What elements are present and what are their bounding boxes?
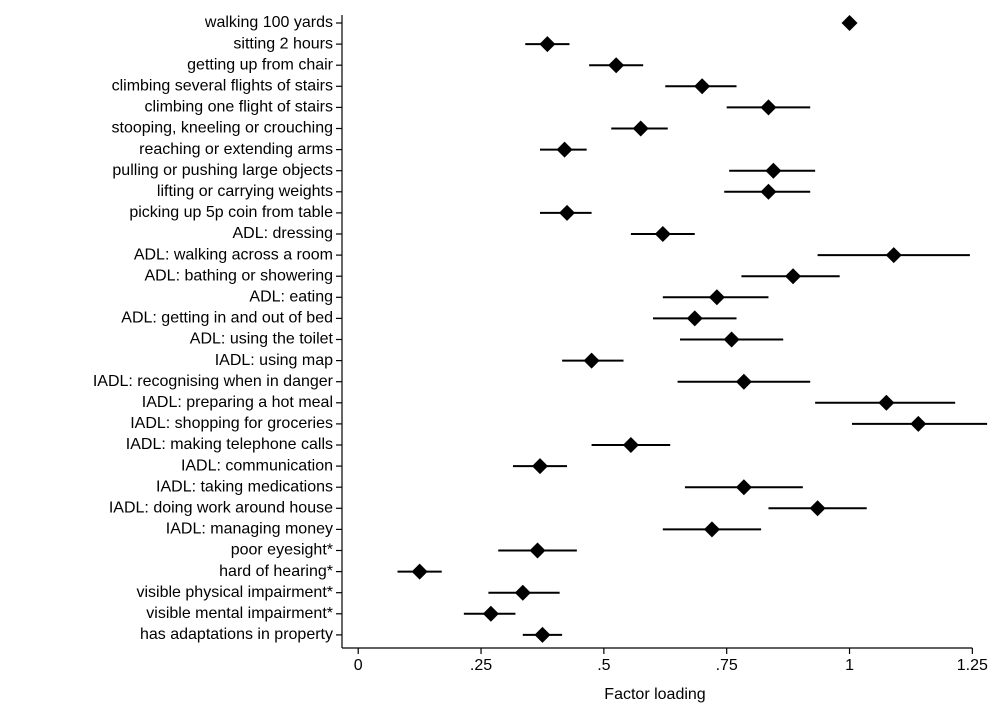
point xyxy=(556,141,573,158)
x-tick-label: .75 xyxy=(716,657,738,674)
y-tick-label: has adaptations in property xyxy=(140,626,333,643)
point xyxy=(514,584,531,601)
point xyxy=(735,373,752,390)
y-tick-label: IADL: preparing a hot meal xyxy=(142,394,333,411)
point xyxy=(910,415,927,432)
point xyxy=(583,352,600,369)
point xyxy=(531,458,548,475)
point xyxy=(735,479,752,496)
y-tick-label: IADL: using map xyxy=(215,352,333,369)
y-tick-label: climbing one flight of stairs xyxy=(144,99,333,116)
y-tick-label: climbing several flights of stairs xyxy=(112,78,333,95)
point xyxy=(686,310,703,327)
point xyxy=(539,36,556,53)
y-tick-label: ADL: eating xyxy=(249,289,333,306)
point xyxy=(559,204,576,221)
x-tick-label: 1.25 xyxy=(957,657,988,674)
y-tick-label: ADL: walking across a room xyxy=(134,246,333,263)
point xyxy=(885,247,902,264)
y-tick-label: IADL: making telephone calls xyxy=(126,436,333,453)
y-tick-label: ADL: dressing xyxy=(233,225,334,242)
y-tick-label: pulling or pushing large objects xyxy=(112,162,333,179)
point xyxy=(694,78,711,95)
y-tick-label: IADL: taking medications xyxy=(156,478,333,495)
x-tick-label: .25 xyxy=(470,657,492,674)
y-tick-label: walking 100 yards xyxy=(204,14,333,31)
point xyxy=(708,289,725,306)
y-tick-label: IADL: doing work around house xyxy=(109,500,333,517)
y-tick-label: ADL: using the toilet xyxy=(190,331,334,348)
y-tick-label: visible physical impairment* xyxy=(136,584,333,601)
point xyxy=(622,437,639,453)
point xyxy=(878,394,895,411)
y-tick-label: ADL: getting in and out of bed xyxy=(121,310,333,327)
y-tick-label: reaching or extending arms xyxy=(139,141,333,158)
point xyxy=(723,331,740,348)
point xyxy=(760,99,777,116)
point xyxy=(654,226,671,242)
x-tick-label: 0 xyxy=(354,657,363,674)
point xyxy=(529,542,546,559)
x-tick-label: 1 xyxy=(845,657,854,674)
point xyxy=(785,268,802,285)
y-tick-label: stooping, kneeling or crouching xyxy=(112,120,333,137)
y-tick-label: IADL: communication xyxy=(181,457,333,474)
point xyxy=(841,15,858,31)
y-tick-label: poor eyesight* xyxy=(231,542,333,559)
y-tick-label: getting up from chair xyxy=(187,56,334,73)
point xyxy=(482,605,499,622)
point xyxy=(765,162,782,179)
point xyxy=(608,57,625,74)
y-tick-label: hard of hearing* xyxy=(219,563,333,580)
y-tick-label: IADL: managing money xyxy=(166,521,333,538)
y-tick-label: IADL: shopping for groceries xyxy=(130,415,333,432)
point xyxy=(760,183,777,200)
y-tick-label: IADL: recognising when in danger xyxy=(93,373,334,390)
y-tick-label: sitting 2 hours xyxy=(233,35,333,52)
x-axis-title: Factor loading xyxy=(604,686,705,703)
point xyxy=(809,500,826,517)
y-tick-label: lifting or carrying weights xyxy=(157,183,333,200)
point xyxy=(632,120,649,137)
point xyxy=(703,521,720,538)
y-tick-label: ADL: bathing or showering xyxy=(144,267,333,284)
y-tick-label: picking up 5p coin from table xyxy=(129,204,333,221)
y-tick-label: visible mental impairment* xyxy=(146,605,333,622)
x-tick-label: .5 xyxy=(597,657,610,674)
point xyxy=(411,563,428,580)
point xyxy=(534,626,551,643)
